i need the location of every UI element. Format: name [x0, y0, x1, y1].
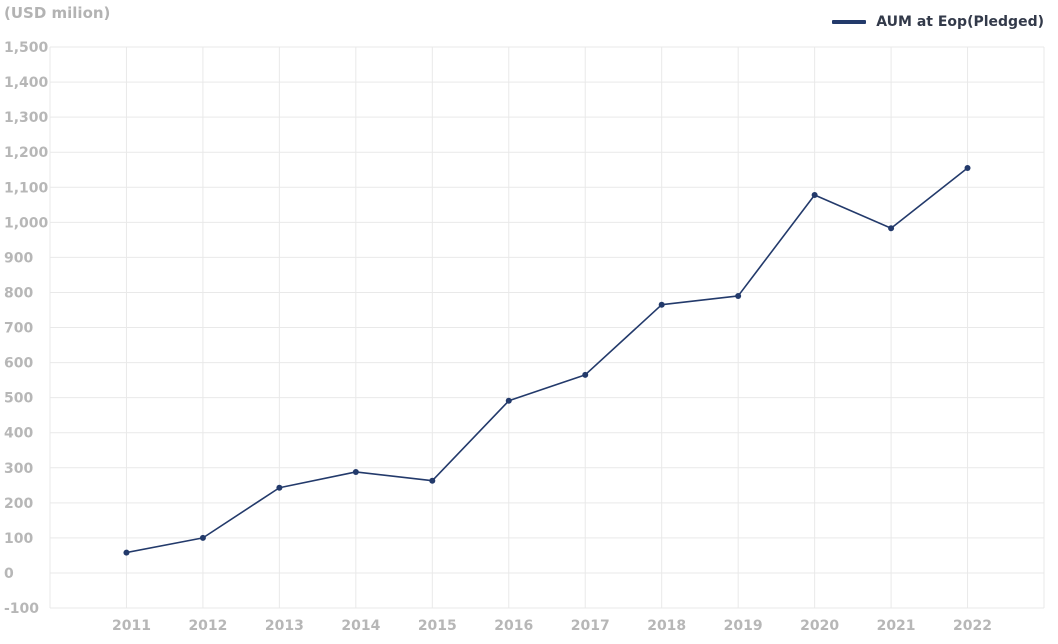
data-point — [123, 549, 130, 556]
y-tick-label: 1,400 — [4, 75, 49, 91]
grid-lines — [49, 46, 1045, 609]
y-tick-label: 400 — [4, 426, 33, 442]
x-tick-label: 2014 — [341, 618, 380, 634]
data-point — [352, 468, 359, 475]
y-tick-label: 200 — [4, 496, 33, 512]
legend-swatch — [832, 20, 867, 24]
x-tick-label: 2022 — [953, 618, 992, 634]
y-tick-label: 100 — [4, 531, 33, 547]
x-tick-label: 2021 — [877, 618, 916, 634]
y-tick-label: 500 — [4, 391, 33, 407]
y-tick-label: 300 — [4, 461, 33, 477]
data-point — [888, 225, 895, 232]
data-point — [658, 301, 665, 308]
series-line — [126, 167, 969, 554]
y-tick-label: 800 — [4, 285, 33, 301]
y-tick-label: 900 — [4, 250, 33, 266]
axis-labels: -100 0 100 200 300 400 500 600 700 800 900 1,000 1,1… — [4, 40, 992, 634]
data-point — [276, 484, 283, 491]
data-point — [582, 371, 589, 378]
y-tick-label: 700 — [4, 321, 33, 337]
data-point — [505, 397, 512, 404]
y-tick-label: 1,000 — [4, 215, 49, 231]
data-point — [429, 477, 436, 484]
x-tick-label: 2015 — [418, 618, 457, 634]
y-axis-unit-label: (USD milion) — [4, 4, 111, 22]
x-tick-label: 2016 — [494, 618, 533, 634]
x-tick-label: 2017 — [571, 618, 610, 634]
x-tick-label: 2012 — [188, 618, 227, 634]
y-tick-label: 600 — [4, 356, 33, 372]
y-tick-label: 1,100 — [4, 180, 49, 196]
x-tick-label: 2018 — [647, 618, 686, 634]
y-tick-label: 0 — [4, 566, 14, 582]
y-tick-label: -100 — [4, 601, 39, 617]
x-tick-label: 2013 — [265, 618, 304, 634]
x-tick-label: 2011 — [112, 618, 151, 634]
y-tick-label: 1,500 — [4, 40, 49, 56]
x-tick-label: 2019 — [724, 618, 763, 634]
x-tick-label: 2020 — [800, 618, 839, 634]
legend: AUM at Eop(Pledged) — [832, 14, 1044, 30]
y-tick-label: 1,200 — [4, 145, 49, 161]
legend-label: AUM at Eop(Pledged) — [876, 14, 1044, 30]
data-point — [735, 292, 742, 299]
series-layer — [123, 164, 971, 556]
y-tick-label: 1,300 — [4, 110, 49, 126]
data-point — [199, 534, 206, 541]
data-point — [964, 164, 971, 171]
data-point — [811, 191, 818, 198]
